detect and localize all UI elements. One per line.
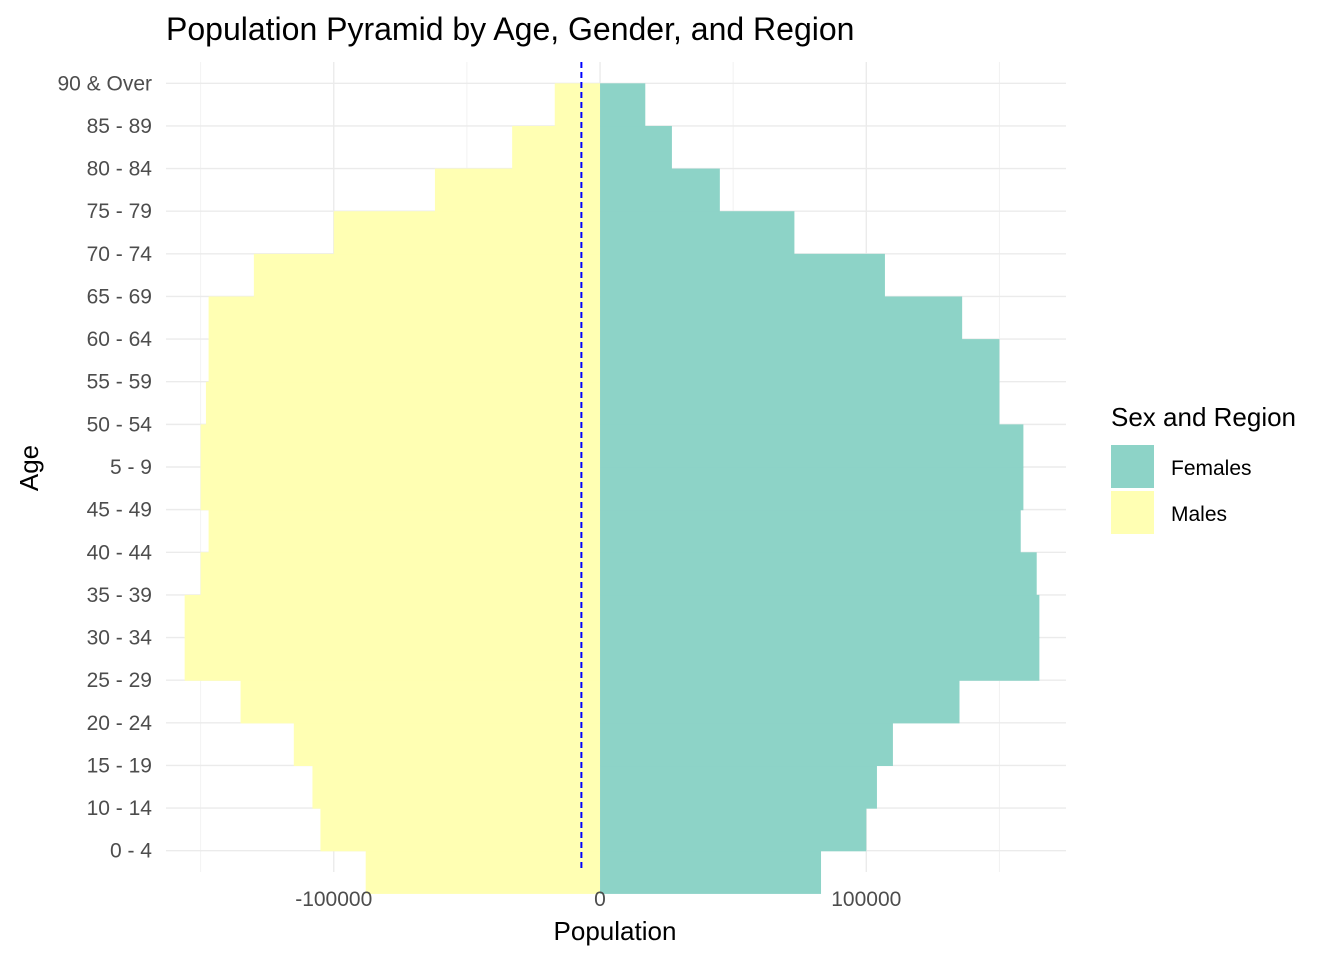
x-axis-title: Population <box>554 916 677 946</box>
bar-males <box>365 850 601 894</box>
bar-females <box>600 509 1021 553</box>
bar-females <box>600 850 822 894</box>
bar-females <box>600 552 1037 596</box>
y-tick-label: 15 - 19 <box>87 754 152 777</box>
legend-swatch-females <box>1111 445 1154 488</box>
bar-males <box>184 594 601 639</box>
bar-females <box>600 765 877 809</box>
bar-females <box>600 125 672 170</box>
bar-females <box>600 296 963 340</box>
y-tick-label: 60 - 64 <box>87 328 153 351</box>
bar-males <box>208 339 601 383</box>
y-axis-ticks: 0 - 4 10 - 14 15 - 19 20 - 24 25 - 29 30 - 34… <box>57 72 152 862</box>
y-tick-label: 55 - 59 <box>87 371 152 394</box>
legend-label-males: Males <box>1171 503 1227 526</box>
bar-females <box>600 637 1040 681</box>
y-tick-label: 90 & Over <box>57 72 152 95</box>
bar-males <box>253 253 601 298</box>
bar-females <box>600 808 867 852</box>
legend-title: Sex and Region <box>1111 402 1296 432</box>
bar-males <box>208 296 601 340</box>
y-tick-label: 45 - 49 <box>87 499 152 522</box>
bar-females <box>600 424 1024 468</box>
bar-males <box>312 765 601 809</box>
bar-males <box>200 424 601 468</box>
y-tick-label: 80 - 84 <box>87 158 153 181</box>
y-tick-label: 10 - 14 <box>87 797 153 820</box>
bar-females <box>600 253 885 298</box>
y-tick-label: 85 - 89 <box>87 115 152 138</box>
y-tick-label: 70 - 74 <box>87 243 153 266</box>
bar-males <box>320 808 601 852</box>
bar-males <box>434 168 601 212</box>
bar-males <box>205 381 601 425</box>
y-tick-label: 75 - 79 <box>87 200 152 223</box>
y-tick-label: 20 - 24 <box>87 712 153 735</box>
bar-females <box>600 722 893 767</box>
bar-males <box>200 552 601 596</box>
y-tick-label: 50 - 54 <box>87 413 153 436</box>
x-tick-label: -100000 <box>295 888 372 911</box>
bar-females <box>600 83 646 127</box>
legend-label-females: Females <box>1171 457 1252 480</box>
y-tick-label: 0 - 4 <box>110 840 152 863</box>
y-tick-label: 40 - 44 <box>87 541 153 564</box>
bar-males <box>184 637 601 681</box>
legend-swatch-males <box>1111 491 1154 534</box>
x-tick-label: 100000 <box>831 888 901 911</box>
bar-males <box>200 467 601 511</box>
bar-males <box>554 83 601 127</box>
x-tick-label: 0 <box>594 888 606 911</box>
bars <box>184 83 1040 894</box>
bar-males <box>208 509 601 553</box>
y-tick-label: 30 - 34 <box>87 627 153 650</box>
bar-males <box>512 125 601 170</box>
y-axis-title: Age <box>14 445 44 491</box>
bar-females <box>600 339 1000 383</box>
bar-females <box>600 211 795 255</box>
y-tick-label: 25 - 29 <box>87 669 152 692</box>
bar-females <box>600 381 1000 425</box>
y-tick-label: 35 - 39 <box>87 584 152 607</box>
bar-males <box>293 722 601 767</box>
bar-females <box>600 594 1040 639</box>
bar-females <box>600 168 720 212</box>
bar-females <box>600 467 1024 511</box>
chart-title: Population Pyramid by Age, Gender, and R… <box>166 11 854 47</box>
bar-males <box>240 680 601 724</box>
bar-males <box>333 211 601 255</box>
y-tick-label: 5 - 9 <box>110 456 152 479</box>
bar-females <box>600 680 960 724</box>
legend: Sex and Region Females Males <box>1111 402 1296 534</box>
y-tick-label: 65 - 69 <box>87 285 152 308</box>
x-axis-ticks: -100000 0 100000 <box>295 888 901 911</box>
